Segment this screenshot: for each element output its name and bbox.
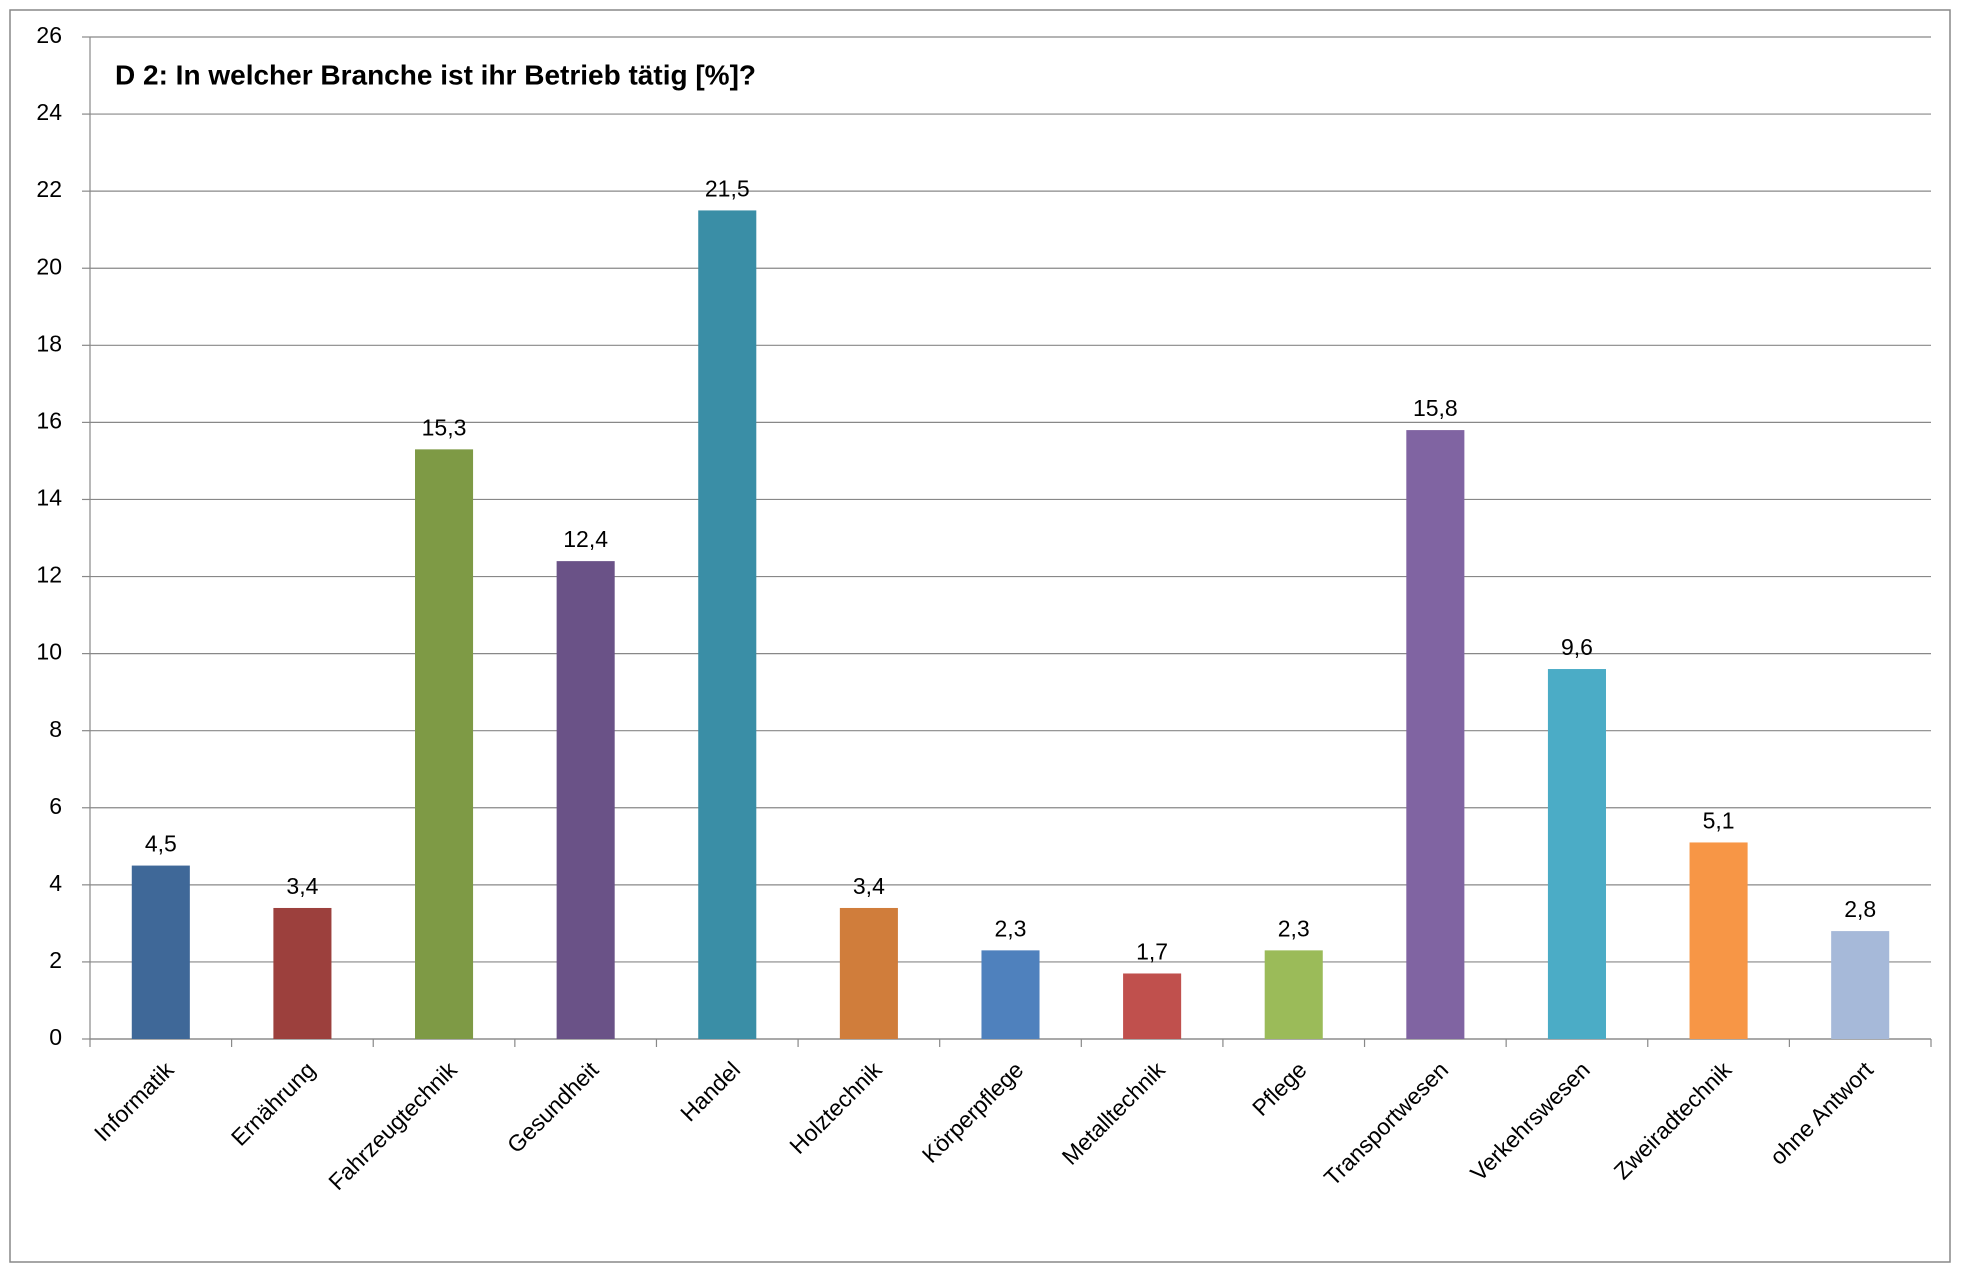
- y-tick-label: 2: [49, 947, 62, 973]
- data-label: 3,4: [853, 873, 885, 899]
- bar: [273, 907, 332, 1039]
- data-label: 5,1: [1703, 808, 1735, 834]
- y-tick-label: 14: [36, 485, 62, 511]
- y-tick-label: 4: [49, 870, 62, 896]
- bar: [1831, 931, 1890, 1039]
- bar: [1406, 430, 1465, 1040]
- y-tick-label: 24: [36, 99, 62, 125]
- bar: [131, 865, 190, 1039]
- data-label: 1,7: [1136, 939, 1168, 965]
- data-label: 2,3: [1278, 915, 1310, 941]
- bar: [839, 907, 898, 1039]
- chart-title: D 2: In welcher Branche ist ihr Betrieb …: [115, 59, 756, 90]
- y-tick-label: 6: [49, 793, 62, 819]
- chart-border: [9, 9, 1951, 1263]
- data-label: 4,5: [145, 831, 177, 857]
- bar: [415, 449, 474, 1039]
- data-label: 3,4: [286, 873, 318, 899]
- y-tick-label: 10: [36, 639, 62, 665]
- y-tick-label: 20: [36, 253, 62, 279]
- bar: [1689, 842, 1748, 1039]
- bar: [698, 210, 757, 1039]
- bar: [1123, 973, 1182, 1039]
- y-tick-label: 8: [49, 716, 62, 742]
- data-label: 15,3: [422, 414, 467, 440]
- bar: [556, 561, 615, 1039]
- data-label: 15,8: [1413, 395, 1458, 421]
- data-label: 2,3: [995, 915, 1027, 941]
- bar: [981, 950, 1040, 1039]
- y-tick-label: 12: [36, 562, 62, 588]
- bar: [1547, 669, 1606, 1039]
- y-tick-label: 16: [36, 407, 62, 433]
- y-tick-label: 26: [36, 22, 62, 48]
- data-label: 9,6: [1561, 634, 1593, 660]
- y-tick-label: 0: [49, 1024, 62, 1050]
- data-label: 21,5: [705, 176, 750, 202]
- data-label: 2,8: [1844, 896, 1876, 922]
- data-label: 12,4: [563, 526, 608, 552]
- bar: [1264, 950, 1323, 1039]
- y-tick-label: 22: [36, 176, 62, 202]
- y-tick-label: 18: [36, 330, 62, 356]
